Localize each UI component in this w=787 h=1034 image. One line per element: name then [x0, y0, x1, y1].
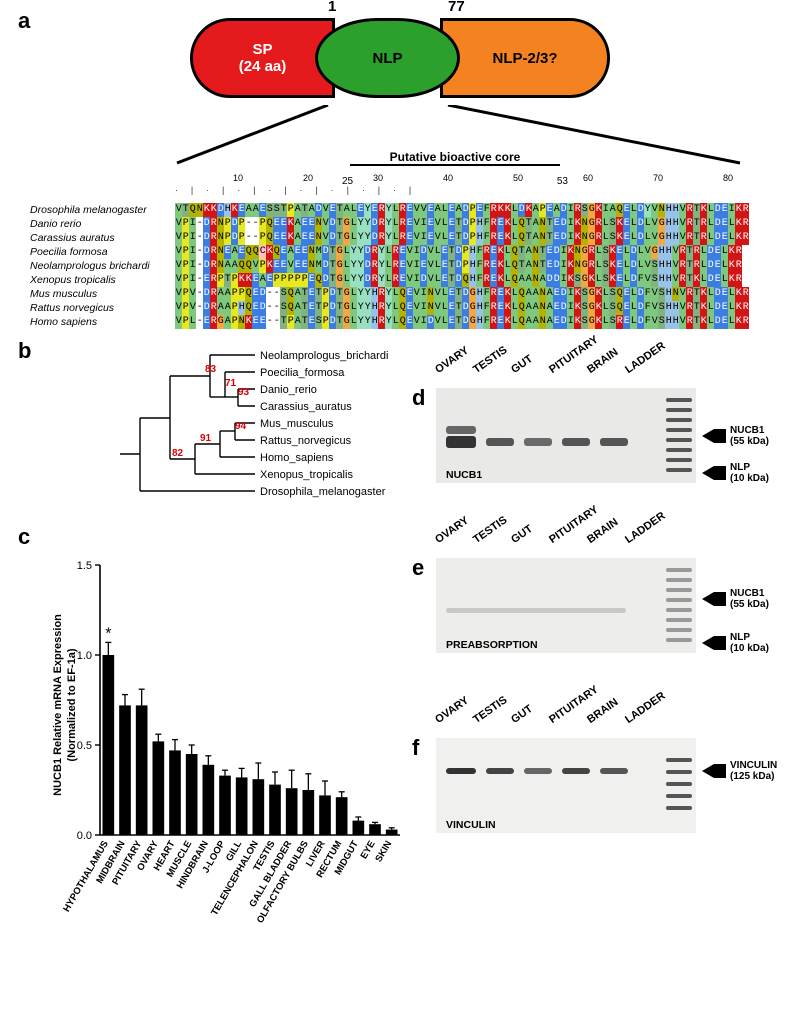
- pos-start: 1: [328, 0, 336, 15]
- segment-nlp: NLP: [315, 18, 460, 98]
- svg-text:93: 93: [238, 387, 250, 398]
- svg-text:0.0: 0.0: [77, 830, 92, 842]
- panel-d-label: d: [412, 385, 425, 411]
- svg-text:82: 82: [172, 448, 184, 459]
- svg-text:1.0: 1.0: [77, 650, 92, 662]
- arrow-nucb1-e: NUCB1(55 kDa): [702, 588, 769, 610]
- panel-d: d OVARYTESTISGUTPITUITARYBRAINLADDER NUC…: [430, 370, 770, 483]
- arrow-nlp-e: NLP(10 kDa): [702, 632, 769, 654]
- nlp23-title: NLP-2/3?: [492, 50, 557, 67]
- svg-text:Carassius_auratus: Carassius_auratus: [260, 401, 352, 413]
- svg-text:*: *: [105, 625, 111, 642]
- sequence-area: · | · | · | · | · | · | · | · | VTQNKKDH…: [175, 203, 749, 329]
- svg-text:NUCB1 Relative mRNA Expression: NUCB1 Relative mRNA Expression: [52, 614, 64, 796]
- svg-text:91: 91: [200, 433, 212, 444]
- svg-text:Mus_musculus: Mus_musculus: [260, 418, 334, 430]
- svg-text:71: 71: [225, 378, 237, 389]
- nlp-title: NLP: [373, 50, 403, 67]
- blot-labels-e: OVARYTESTISGUTPITUITARYBRAINLADDER: [440, 530, 668, 548]
- svg-text:Rattus_norvegicus: Rattus_norvegicus: [260, 435, 352, 447]
- panel-b-tree: 83 71 93 82 91 94 Neolamprologus_brichar…: [30, 340, 410, 510]
- segment-sp: SP (24 aa): [190, 18, 335, 98]
- panel-a: 1 77 SP (24 aa) NLP NLP-2/3?: [30, 10, 750, 105]
- segment-nlp23: NLP-2/3?: [440, 18, 610, 98]
- caption-f: VINCULIN: [446, 819, 496, 831]
- arrow-nucb1-d: NUCB1(55 kDa): [702, 425, 769, 447]
- bioactive-title: Putative bioactive core: [350, 150, 560, 164]
- svg-text:SKIN: SKIN: [373, 839, 394, 864]
- svg-text:83: 83: [205, 364, 217, 375]
- panel-c-label: c: [18, 524, 30, 550]
- svg-text:Drosophila_melanogaster: Drosophila_melanogaster: [260, 486, 386, 498]
- panel-e: e OVARYTESTISGUTPITUITARYBRAINLADDER PRE…: [430, 540, 770, 653]
- caption-d: NUCB1: [446, 469, 482, 481]
- pos-end: 77: [448, 0, 465, 15]
- sp-title: SP: [252, 41, 272, 58]
- svg-text:Danio_rerio: Danio_rerio: [260, 384, 317, 396]
- blot-d: NUCB1: [436, 388, 696, 483]
- panel-f-label: f: [412, 735, 419, 761]
- panel-a-label: a: [18, 8, 30, 34]
- species-column: Drosophila melanogasterDanio rerioCarass…: [30, 203, 150, 329]
- bioactive-end: 53: [557, 176, 568, 187]
- ladder-e: [664, 560, 694, 651]
- svg-text:Homo_sapiens: Homo_sapiens: [260, 452, 334, 464]
- blot-labels-d: OVARYTESTISGUTPITUITARYBRAINLADDER: [440, 360, 668, 378]
- caption-e: PREABSORPTION: [446, 639, 538, 651]
- svg-text:Poecilia_formosa: Poecilia_formosa: [260, 367, 345, 379]
- ladder-d: [664, 390, 694, 481]
- nlp-schematic: 1 77 SP (24 aa) NLP NLP-2/3?: [190, 10, 610, 105]
- svg-text:94: 94: [235, 421, 247, 432]
- blot-e: PREABSORPTION: [436, 558, 696, 653]
- panel-c-barchart: NUCB1 Relative mRNA Expression (Normaliz…: [45, 525, 415, 1015]
- sp-subtitle: (24 aa): [239, 58, 287, 75]
- panel-f: f OVARYTESTISGUTPITUITARYBRAINLADDER VIN…: [430, 720, 770, 833]
- bioactive-core-label: Putative bioactive core 25 53: [350, 150, 560, 166]
- blot-labels-f: OVARYTESTISGUTPITUITARYBRAINLADDER: [440, 710, 668, 728]
- svg-text:Xenopus_tropicalis: Xenopus_tropicalis: [260, 469, 353, 481]
- arrow-vinculin-f: VINCULIN(125 kDa): [702, 760, 777, 782]
- ladder-f: [664, 740, 694, 831]
- ruler: · | · | · | · | · | · | · | · |: [175, 185, 416, 195]
- svg-text:Neolamprologus_brichardi: Neolamprologus_brichardi: [260, 350, 388, 362]
- sequences: VTQNKKDHKEAAESSTPATADVETALEYERYLREVVEALE…: [175, 203, 749, 329]
- svg-text:1.5: 1.5: [77, 560, 92, 572]
- arrow-nlp-d: NLP(10 kDa): [702, 462, 769, 484]
- svg-text:0.5: 0.5: [77, 740, 92, 752]
- panel-e-label: e: [412, 555, 424, 581]
- blot-f: VINCULIN: [436, 738, 696, 833]
